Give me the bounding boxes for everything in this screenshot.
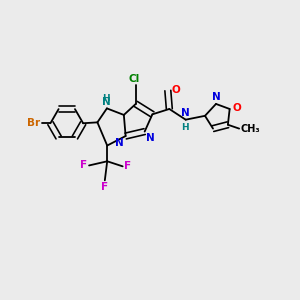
- Text: Cl: Cl: [129, 74, 140, 84]
- Text: O: O: [232, 103, 242, 113]
- Text: CH₃: CH₃: [241, 124, 260, 134]
- Text: O: O: [171, 85, 180, 95]
- Text: F: F: [101, 182, 108, 192]
- Text: H: H: [181, 123, 189, 132]
- Text: N: N: [102, 97, 111, 107]
- Text: N: N: [181, 108, 189, 118]
- Text: N: N: [146, 133, 155, 143]
- Text: F: F: [124, 161, 131, 171]
- Text: Br: Br: [27, 118, 40, 128]
- Text: H: H: [103, 94, 110, 103]
- Text: N: N: [116, 137, 124, 148]
- Text: F: F: [80, 160, 88, 170]
- Text: N: N: [212, 92, 220, 102]
